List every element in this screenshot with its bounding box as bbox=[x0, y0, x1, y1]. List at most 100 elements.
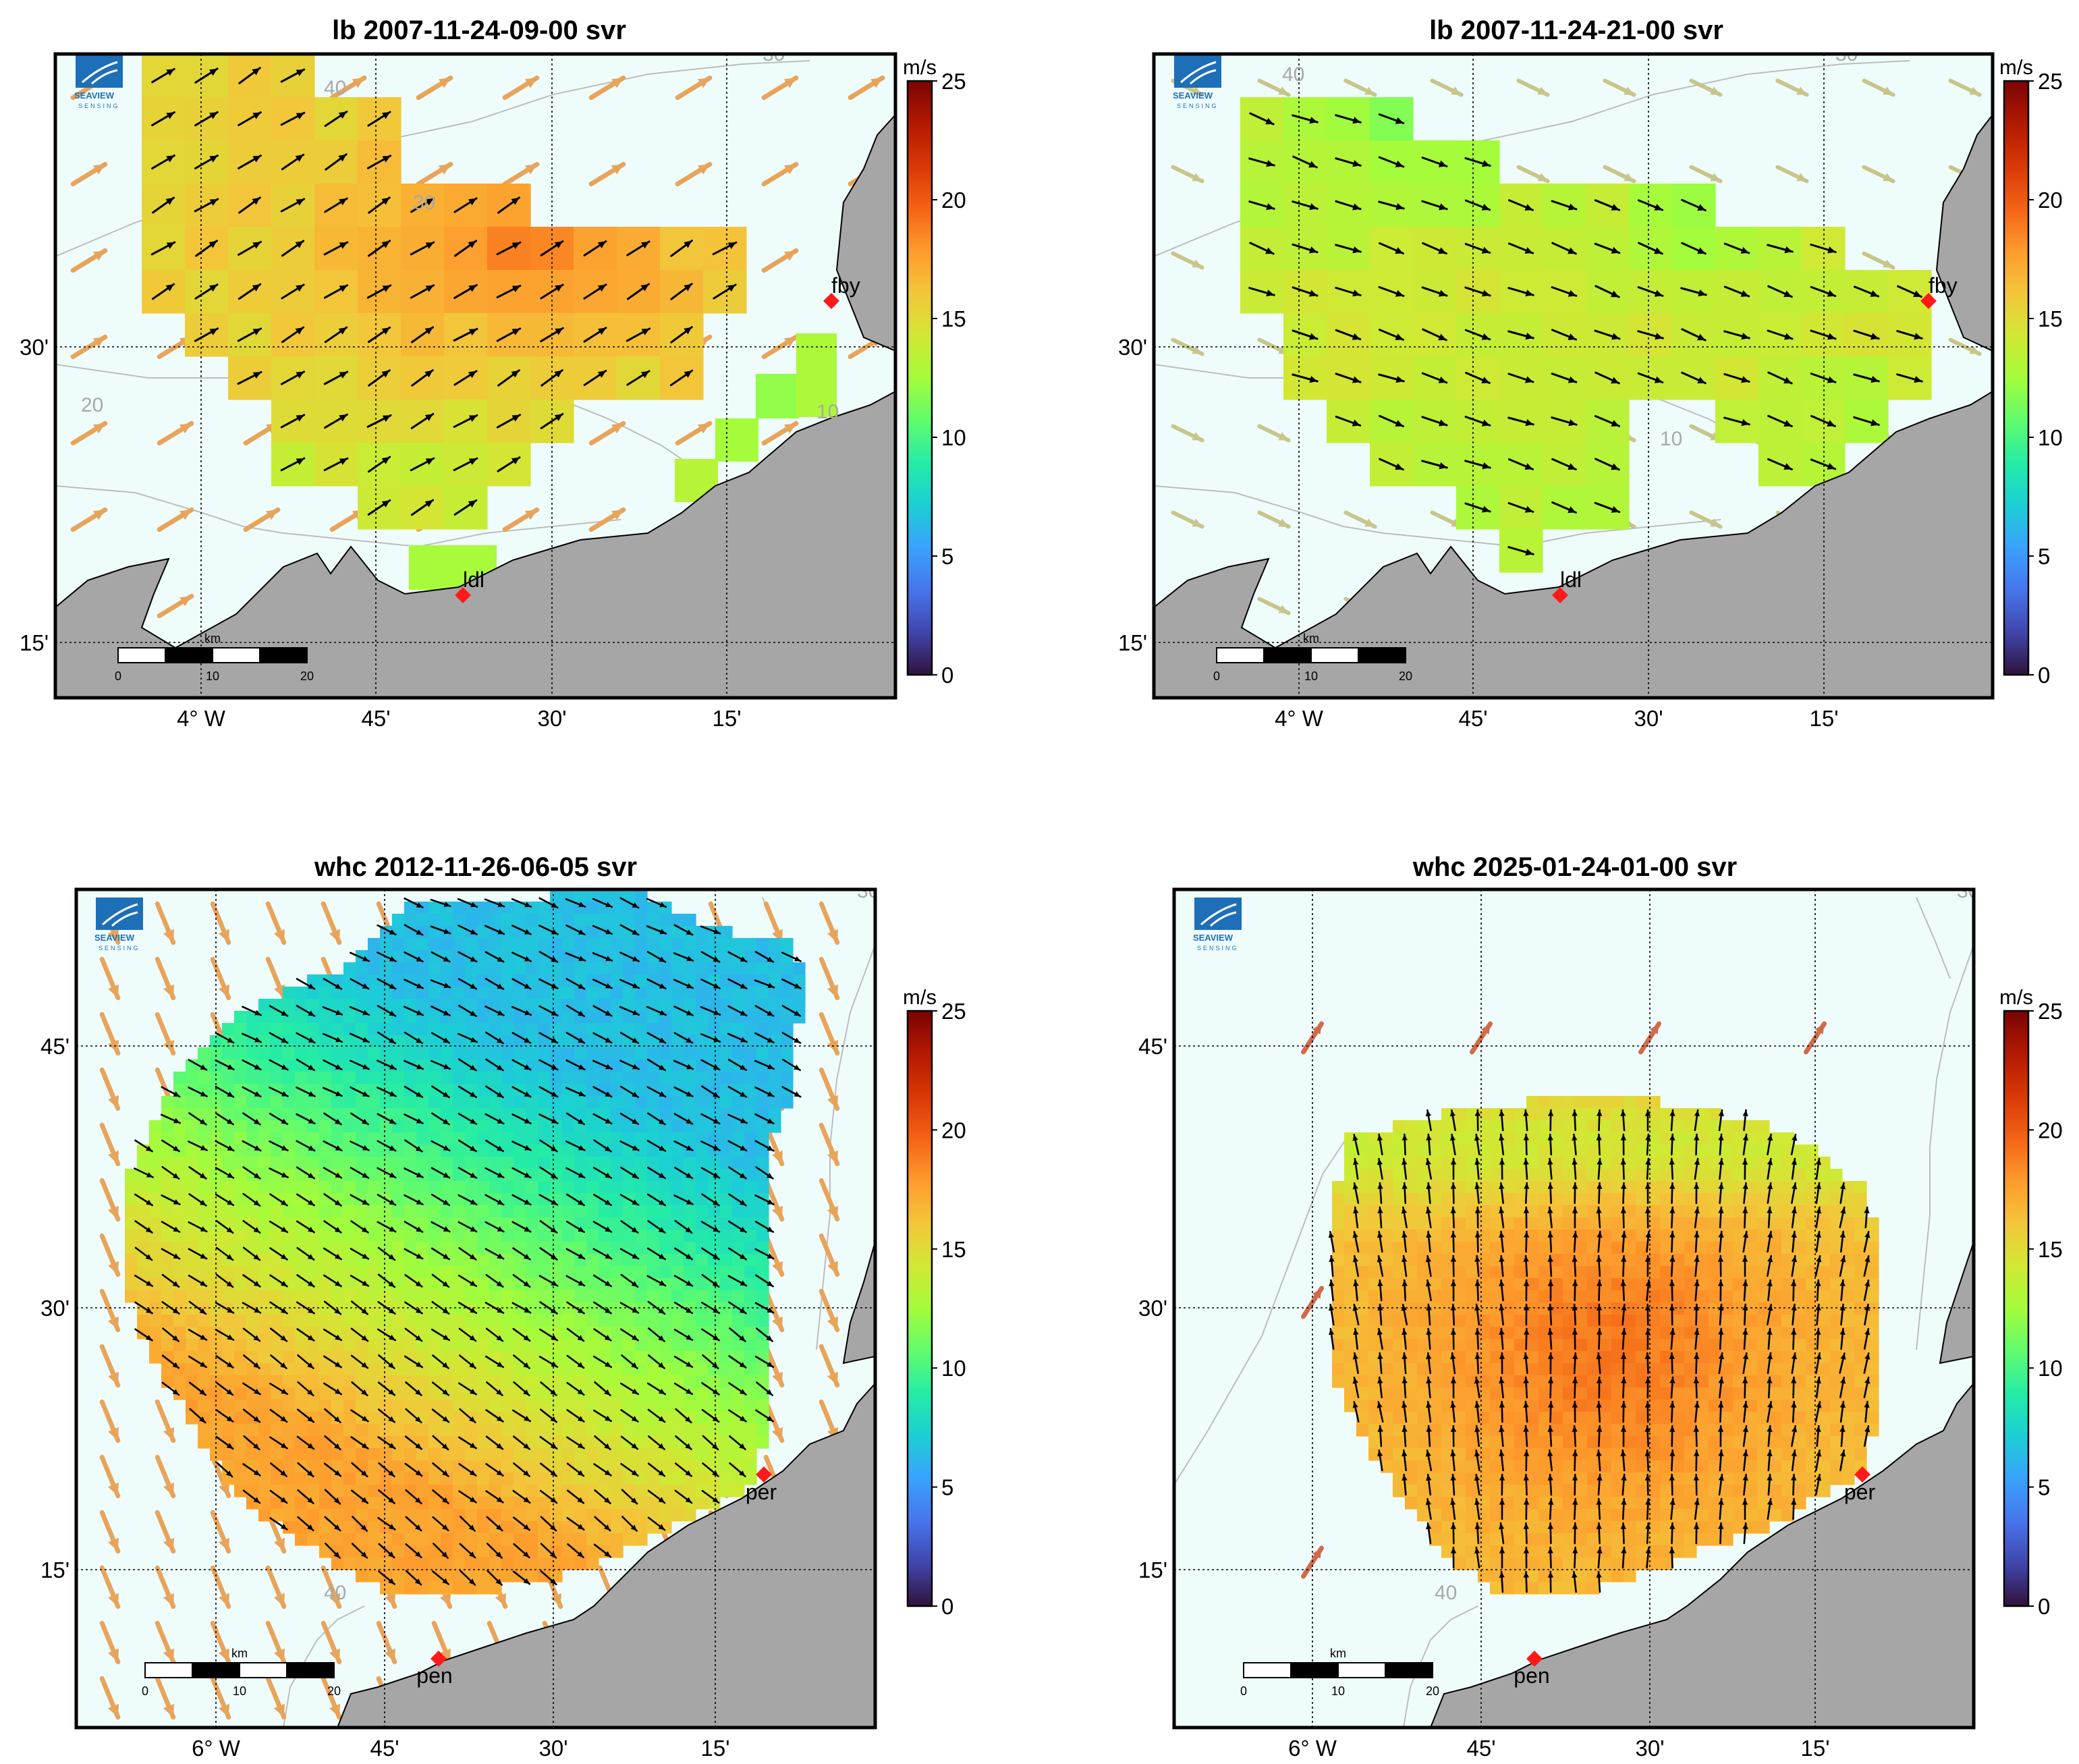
radar-wind-arrow-head bbox=[1568, 203, 1576, 211]
radar-wind-arrow-head bbox=[1525, 419, 1534, 426]
radar-wind-arrow-head bbox=[632, 1199, 638, 1205]
wind-speed-cell bbox=[428, 1254, 441, 1267]
wind-speed-cell bbox=[611, 1266, 623, 1279]
wind-speed-cell bbox=[720, 1302, 733, 1315]
wind-speed-cell bbox=[501, 1436, 514, 1449]
wind-speed-cell bbox=[659, 962, 672, 975]
radar-wind-arrow bbox=[350, 1248, 370, 1260]
wind-speed-cell bbox=[404, 1351, 417, 1364]
radar-wind-arrow-head bbox=[578, 1010, 584, 1016]
colorbar-tick-label: 5 bbox=[941, 544, 953, 569]
wind-speed-cell bbox=[781, 1072, 794, 1084]
wind-speed-cell bbox=[659, 1023, 672, 1036]
wind-speed-cell bbox=[453, 1059, 466, 1072]
radar-wind-arrow bbox=[1335, 287, 1362, 297]
radar-wind-arrow-head bbox=[577, 1362, 584, 1368]
radar-wind-arrow-head bbox=[523, 1443, 530, 1450]
wind-speed-cell bbox=[611, 1120, 623, 1133]
radar-wind-arrow bbox=[296, 1328, 315, 1342]
wind-speed-cell bbox=[149, 1242, 162, 1255]
wind-speed-cell bbox=[343, 1497, 356, 1510]
radar-wind-arrow-head bbox=[335, 1280, 341, 1287]
radar-wind-arrow bbox=[565, 925, 586, 935]
radar-wind-arrow bbox=[431, 1112, 450, 1126]
wind-speed-cell bbox=[271, 1096, 283, 1109]
radar-wind-arrow bbox=[484, 1248, 505, 1260]
radar-wind-arrow-head bbox=[632, 1335, 638, 1341]
radar-wind-arrow-head bbox=[685, 1416, 692, 1423]
wind-speed-cell bbox=[574, 1157, 587, 1169]
wind-speed-cell bbox=[343, 1521, 356, 1534]
wind-speed-cell bbox=[477, 1205, 490, 1218]
radar-wind-arrow bbox=[1853, 329, 1880, 340]
model-wind-arrow bbox=[70, 248, 108, 273]
wind-speed-cell bbox=[647, 962, 660, 975]
radar-wind-arrow-head bbox=[415, 1470, 422, 1476]
wind-speed-cell bbox=[173, 1351, 186, 1364]
wind-speed-cell bbox=[258, 1157, 271, 1169]
wind-speed-cell bbox=[696, 1230, 709, 1242]
model-wind-arrow bbox=[416, 75, 453, 101]
wind-speed-cell bbox=[659, 1278, 672, 1291]
wind-speed-cell bbox=[526, 1230, 538, 1242]
scale-segment bbox=[212, 647, 260, 663]
wind-speed-cell bbox=[380, 1096, 393, 1109]
wind-speed-cell bbox=[295, 1278, 308, 1291]
radar-wind-arrow bbox=[430, 979, 451, 989]
radar-wind-arrow bbox=[565, 1032, 586, 1044]
radar-wind-arrow bbox=[1507, 416, 1534, 426]
radar-wind-arrow bbox=[242, 1382, 261, 1396]
radar-wind-arrow-head bbox=[1524, 204, 1533, 211]
wind-speed-cell bbox=[720, 1327, 733, 1340]
wind-speed-cell bbox=[514, 926, 526, 939]
wind-speed-cell bbox=[283, 1132, 296, 1145]
wind-speed-cell bbox=[477, 1363, 490, 1376]
wind-speed-cell bbox=[246, 1205, 259, 1218]
radar-wind-arrow-head bbox=[280, 1254, 287, 1260]
wind-speed-cell bbox=[222, 1242, 235, 1255]
wind-speed-cell bbox=[550, 1290, 563, 1303]
wind-speed-cell bbox=[392, 1205, 405, 1218]
radar-wind-arrow-head bbox=[296, 198, 304, 206]
radar-wind-arrow bbox=[351, 1381, 368, 1396]
wind-speed-cell bbox=[210, 1412, 223, 1425]
radar-wind-arrow bbox=[238, 196, 261, 214]
radar-wind-arrow-head bbox=[335, 1064, 342, 1070]
wind-speed-cell bbox=[356, 1290, 368, 1303]
radar-wind-arrow bbox=[325, 153, 348, 171]
wind-speed-cell bbox=[295, 1035, 308, 1048]
radar-wind-arrow bbox=[1292, 243, 1319, 254]
radar-wind-arrow-head bbox=[713, 1172, 719, 1178]
wind-speed-cell bbox=[283, 999, 296, 1012]
radar-wind-arrow-head bbox=[632, 1253, 639, 1259]
radar-wind-arrow bbox=[565, 952, 586, 962]
model-wind-arrow-head bbox=[163, 929, 174, 943]
wind-speed-cell bbox=[671, 1278, 684, 1291]
wind-speed-cell bbox=[538, 1315, 551, 1327]
radar-wind-arrow bbox=[1379, 242, 1404, 254]
radar-wind-arrow bbox=[324, 111, 348, 127]
wind-speed-cell bbox=[428, 1072, 441, 1084]
wind-speed-cell bbox=[769, 1035, 781, 1048]
wind-speed-cell bbox=[295, 987, 308, 999]
wind-speed-cell bbox=[186, 1193, 198, 1206]
wind-speed-cell bbox=[744, 1436, 757, 1449]
wind-speed-cell bbox=[720, 1351, 733, 1364]
wind-speed-cell bbox=[246, 1424, 259, 1437]
radar-wind-arrow-head bbox=[388, 1497, 395, 1504]
radar-wind-arrow bbox=[1551, 242, 1577, 255]
wind-speed-cell bbox=[210, 1254, 223, 1267]
radar-wind-arrow bbox=[497, 196, 520, 214]
wind-speed-cell bbox=[562, 1363, 575, 1376]
radar-wind-arrow-head bbox=[767, 983, 774, 989]
wind-speed-cell bbox=[465, 1096, 478, 1109]
radar-wind-arrow bbox=[496, 241, 522, 256]
radar-wind-arrow-head bbox=[597, 370, 606, 378]
wind-speed-cell bbox=[477, 1558, 490, 1570]
wind-speed-cell bbox=[210, 1132, 223, 1145]
model-wind-arrow-head bbox=[1192, 346, 1202, 354]
wind-speed-cell bbox=[659, 1096, 672, 1109]
radar-wind-arrow bbox=[754, 1086, 775, 1097]
wind-speed-cell bbox=[453, 1302, 466, 1315]
radar-wind-arrow-head bbox=[308, 1037, 315, 1043]
